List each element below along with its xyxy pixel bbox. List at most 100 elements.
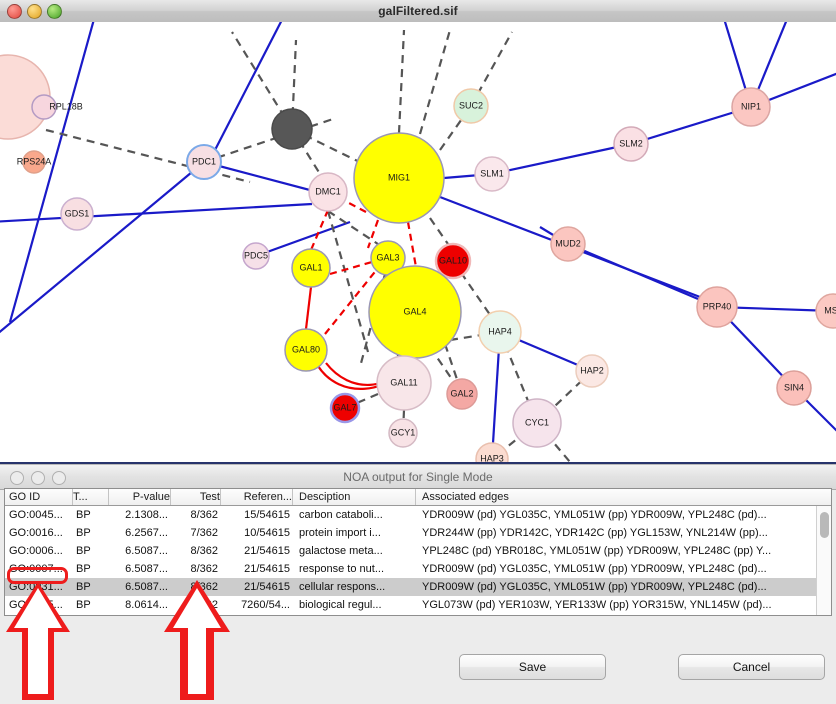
- window-controls[interactable]: [7, 4, 62, 19]
- network-window: galFiltered.sif: [0, 0, 836, 464]
- node-SUC2[interactable]: [453, 88, 489, 124]
- node-GAL11[interactable]: [376, 355, 432, 411]
- cell-reference: 21/54615: [244, 563, 290, 575]
- column-header-go-id[interactable]: GO ID: [5, 489, 73, 505]
- node-NIP1[interactable]: [731, 87, 771, 127]
- noa-window-controls[interactable]: [10, 471, 66, 485]
- node-GAL1[interactable]: [291, 248, 331, 288]
- edge-red-dashed: [309, 209, 330, 251]
- table-row[interactable]: GO:0065... BP 8.0614... 94/362 7260/54... bio…: [5, 596, 831, 614]
- minimize-button[interactable]: [31, 471, 45, 485]
- cell-go-id: GO:0045...: [9, 509, 63, 521]
- zoom-button[interactable]: [52, 471, 66, 485]
- node-GAL2[interactable]: [446, 378, 478, 410]
- cell-reference: 21/54615: [244, 545, 290, 557]
- node-GAL7[interactable]: [329, 392, 361, 424]
- edge-red: [304, 286, 313, 330]
- edge-dashed: [418, 29, 452, 135]
- cell-type: BP: [76, 509, 91, 521]
- table-body[interactable]: GO:0045... BP 2.1308... 8/362 15/54615 carbon…: [5, 506, 831, 615]
- cell-test: 8/362: [190, 545, 218, 557]
- table-vertical-scrollbar[interactable]: [816, 506, 831, 615]
- cell-go-id: GO:0016...: [9, 527, 63, 539]
- table-row[interactable]: GO:0006... BP 6.5087... 8/362 21/54615 galact…: [5, 542, 831, 560]
- node-PDC1[interactable]: [186, 144, 222, 180]
- node-PDC5[interactable]: [242, 242, 270, 270]
- node-GCY1[interactable]: [388, 418, 418, 448]
- node-MSL[interactable]: [815, 293, 836, 329]
- cancel-button[interactable]: Cancel: [678, 654, 825, 680]
- cell-p-value: 1.3324...: [109, 614, 171, 615]
- table-row[interactable]: GO:0016... BP 6.2567... 7/362 10/54615 protei…: [5, 524, 831, 542]
- node-GAL10[interactable]: [434, 242, 472, 280]
- scrollbar-thumb[interactable]: [820, 512, 829, 538]
- cell-p-value: 8.0614...: [125, 599, 168, 611]
- cell-reference: 105/546...: [221, 614, 293, 615]
- edge-blue: [255, 220, 351, 258]
- cell-description: protein import i...: [299, 527, 381, 539]
- column-header-p-value[interactable]: P-value: [109, 489, 171, 505]
- node-HAP4[interactable]: [478, 310, 522, 354]
- cell-reference: 15/54615: [244, 509, 290, 521]
- column-header-type[interactable]: T...: [73, 489, 109, 505]
- table-row[interactable]: GO:0031...BP1.3324...11/362105/546...res…: [5, 614, 831, 615]
- column-header-reference[interactable]: Referen...: [221, 489, 293, 505]
- noa-results-table[interactable]: GO ID T... P-value Test Referen... Desci…: [4, 488, 832, 616]
- node-SLM2[interactable]: [613, 126, 649, 162]
- column-header-description[interactable]: Desciption: [293, 489, 416, 505]
- node-unlabeled-gray[interactable]: [271, 108, 313, 150]
- node-MIG1[interactable]: [353, 132, 445, 224]
- cell-test: 7/362: [190, 527, 218, 539]
- cell-description: response to nut...: [293, 614, 416, 615]
- edge-dashed: [452, 260, 496, 323]
- table-row[interactable]: GO:0045... BP 2.1308... 8/362 15/54615 carbon…: [5, 506, 831, 524]
- column-header-associated-edges[interactable]: Associated edges: [422, 491, 509, 503]
- noa-titlebar: NOA output for Single Mode: [0, 464, 836, 490]
- cell-p-value: 6.5087...: [125, 563, 168, 575]
- zoom-button[interactable]: [47, 4, 62, 19]
- network-graph[interactable]: RPL18B RPS24A GDS1 PDC1 PDC5 DMC1 MIG1 S…: [0, 22, 836, 462]
- node-HAP2[interactable]: [575, 354, 609, 388]
- node-RPS24A[interactable]: [22, 150, 46, 174]
- edge-red-dashed: [329, 260, 373, 276]
- node-PRP40[interactable]: [696, 286, 738, 328]
- cell-associated-edges: YDR244W (pp) YDR142C, YDR142C (pp) YGL15…: [422, 527, 768, 539]
- cell-test: 8/362: [190, 509, 218, 521]
- save-button[interactable]: Save: [459, 654, 606, 680]
- column-header-test[interactable]: Test: [171, 489, 221, 505]
- cell-go-id: GO:0031...: [9, 581, 63, 593]
- edge-blue: [630, 105, 752, 146]
- cell-p-value: 2.1308...: [125, 509, 168, 521]
- cell-description: biological regul...: [299, 599, 382, 611]
- table-row[interactable]: GO:0007... BP 6.5087... 8/362 21/54615 respon…: [5, 560, 831, 578]
- edge-layer-dashed: [0, 29, 593, 462]
- node-layer[interactable]: RPL18B RPS24A GDS1 PDC1 PDC5 DMC1 MIG1 S…: [0, 54, 836, 462]
- close-button[interactable]: [10, 471, 24, 485]
- node-SLM1[interactable]: [474, 156, 510, 192]
- node-CYC1[interactable]: [512, 398, 562, 448]
- table-header-row: GO ID T... P-value Test Referen... Desci…: [5, 489, 831, 506]
- node-DMC1[interactable]: [308, 172, 348, 212]
- cell-description: galactose meta...: [299, 545, 383, 557]
- node-MUD2[interactable]: [550, 226, 586, 262]
- node-GAL80[interactable]: [284, 328, 328, 372]
- cell-go-id: GO:0007...: [9, 563, 63, 575]
- edge-blue: [491, 142, 632, 176]
- node-GAL4[interactable]: [368, 265, 462, 359]
- cell-reference: 10/54615: [244, 527, 290, 539]
- edge-dashed: [326, 210, 370, 353]
- edge-red-dashed: [366, 219, 380, 249]
- cell-p-value: 6.2567...: [125, 527, 168, 539]
- cell-description: carbon cataboli...: [299, 509, 383, 521]
- cell-description: cellular respons...: [299, 581, 386, 593]
- node-SIN4[interactable]: [776, 370, 812, 406]
- cell-associated-edges: YFR034C (pd) YBR093C, YDR009W (pd) YGL03…: [416, 614, 831, 615]
- network-canvas[interactable]: RPL18B RPS24A GDS1 PDC1 PDC5 DMC1 MIG1 S…: [0, 22, 836, 464]
- node-HAP3[interactable]: [475, 442, 509, 462]
- cell-description: response to nut...: [299, 563, 384, 575]
- table-row[interactable]: GO:0031... BP 6.5087... 8/362 21/54615 cellul…: [5, 578, 831, 596]
- close-button[interactable]: [7, 4, 22, 19]
- node-GDS1[interactable]: [60, 197, 94, 231]
- minimize-button[interactable]: [27, 4, 42, 19]
- node-RPL18B[interactable]: [31, 94, 57, 120]
